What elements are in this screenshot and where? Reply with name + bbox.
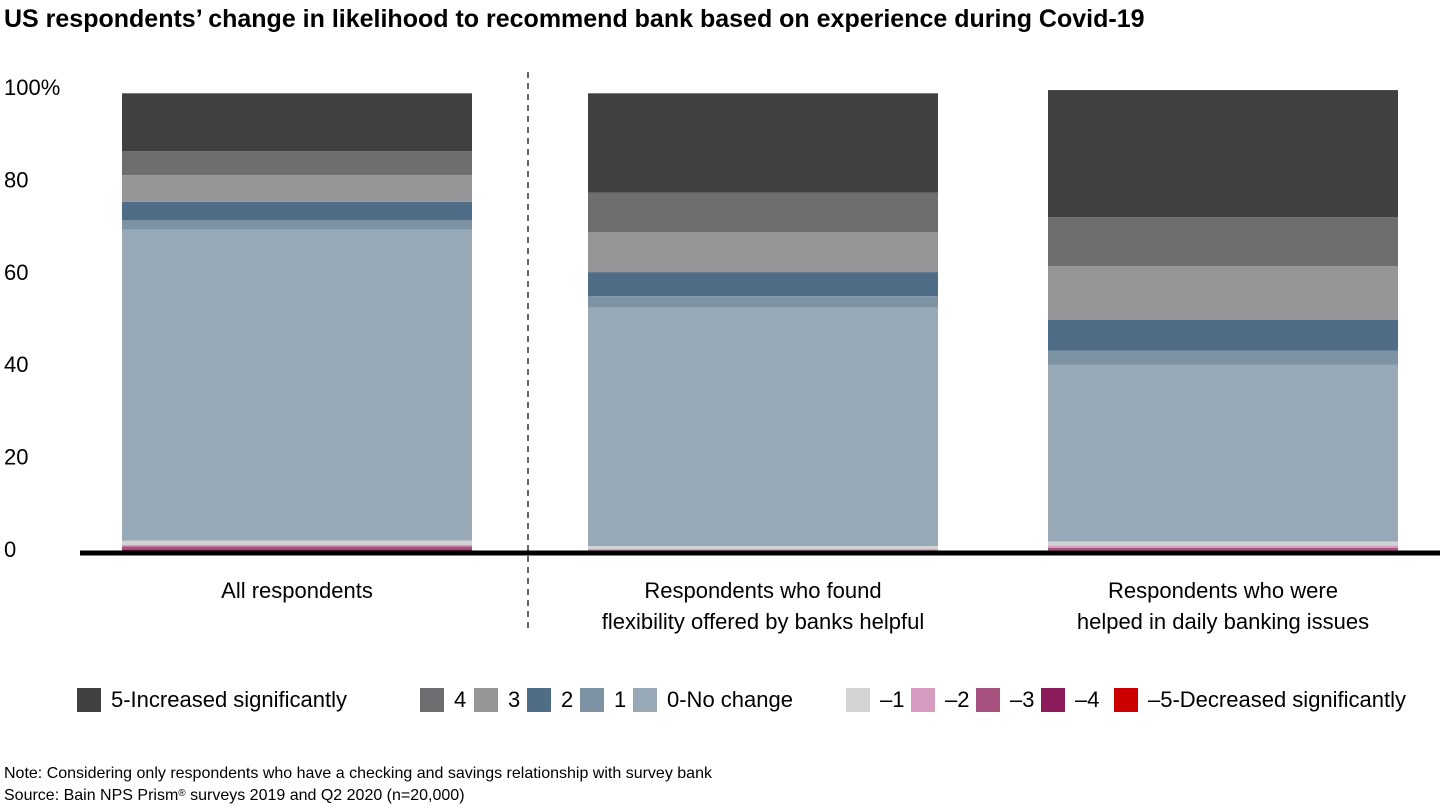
legend-label: –1 [880, 687, 905, 712]
bar-segment [588, 192, 938, 233]
bar-segment [588, 272, 938, 297]
legend-item: 2 [527, 684, 573, 716]
bar-segment [1048, 541, 1398, 546]
bar-segment [122, 544, 472, 547]
bars [122, 90, 1398, 553]
chart-title: US respondents’ change in likelihood to … [4, 5, 1145, 33]
legend-swatch [474, 688, 498, 712]
legend-label: –3 [1010, 687, 1035, 712]
bar-segment [122, 93, 472, 152]
category-label-line: All respondents [221, 578, 373, 603]
legend-swatch [527, 688, 551, 712]
legend-swatch [846, 688, 870, 712]
legend-label: 0-No change [667, 687, 793, 712]
bar-segment [122, 175, 472, 202]
bar-segment [1048, 350, 1398, 365]
category-label-line: Respondents who were [1108, 578, 1338, 603]
legend-item: –2 [911, 684, 969, 716]
bar-segment [588, 93, 938, 193]
bar-segment [588, 232, 938, 273]
legend-label: 2 [561, 687, 574, 712]
bar-segment [122, 540, 472, 545]
bar-segment [588, 548, 938, 551]
legend: 5-Increased significantly 4 3 2 1 0-No change… [0, 684, 1440, 716]
bar-segment [122, 229, 472, 541]
legend-swatch [77, 688, 101, 712]
bar-segment [1048, 547, 1398, 551]
registered-mark: ® [178, 788, 186, 799]
bar-stack [122, 93, 472, 553]
bar-segment [588, 546, 938, 549]
category-label: Respondents who were helped in daily bank… [1023, 575, 1423, 637]
y-tick-label: 60 [4, 260, 28, 285]
legend-label: 5-Increased significantly [111, 687, 348, 712]
legend-swatch [580, 688, 604, 712]
bar-segment [1048, 90, 1398, 218]
bar-segment [1048, 266, 1398, 320]
bar-segment [1048, 545, 1398, 548]
bar-stack [1048, 90, 1398, 553]
category-label: Respondents who found flexibility offered… [563, 575, 963, 637]
stacked-bar-chart: 0 20 40 60 80 100% [4, 72, 1440, 632]
category-label: All respondents [97, 575, 497, 606]
legend-item: –1 [846, 684, 904, 716]
legend-label: 4 [454, 687, 467, 712]
y-tick-label: 40 [4, 352, 28, 377]
y-tick-label: 100% [4, 75, 60, 100]
y-tick-label: 80 [4, 167, 28, 192]
legend-label: 1 [614, 687, 627, 712]
legend-swatch [633, 688, 657, 712]
legend-label: –5-Decreased significantly [1148, 687, 1407, 712]
y-axis: 0 20 40 60 80 100% [4, 75, 60, 562]
bar-segment [1048, 319, 1398, 351]
legend-item: –3 [976, 684, 1034, 716]
legend-item: –5-Decreased significantly [1114, 684, 1406, 716]
bar-segment [588, 307, 938, 547]
bar-segment [122, 201, 472, 221]
legend-item: 1 [580, 684, 626, 716]
category-label-line: flexibility offered by banks helpful [601, 609, 925, 634]
legend-label: –2 [945, 687, 970, 712]
legend-item: 5-Increased significantly [77, 684, 347, 716]
footnote-source: Source: Bain NPS Prism® surveys 2019 and… [4, 786, 465, 806]
y-tick-label: 20 [4, 445, 28, 470]
bar-segment [1048, 217, 1398, 267]
legend-label: –4 [1075, 687, 1100, 712]
category-label-line: helped in daily banking issues [1076, 609, 1370, 634]
bar-stack [588, 93, 938, 553]
legend-item: 4 [420, 684, 466, 716]
legend-item: 3 [474, 684, 520, 716]
legend-swatch [1114, 688, 1138, 712]
bar-segment [588, 296, 938, 308]
legend-swatch [976, 688, 1000, 712]
bar-segment [122, 549, 472, 552]
bar-segment [122, 220, 472, 230]
source-text-suffix: surveys 2019 and Q2 2020 (n=20,000) [185, 787, 465, 804]
legend-item: 0-No change [633, 684, 793, 716]
legend-swatch [911, 688, 935, 712]
bar-segment [122, 546, 472, 550]
y-tick-label: 0 [4, 537, 16, 562]
legend-item: –4 [1041, 684, 1099, 716]
bar-segment [1048, 364, 1398, 542]
legend-swatch [420, 688, 444, 712]
legend-swatch [1041, 688, 1065, 712]
footnote-note: Note: Considering only respondents who h… [4, 765, 712, 782]
legend-label: 3 [508, 687, 521, 712]
category-label-line: Respondents who found [644, 578, 882, 603]
bar-segment [122, 151, 472, 176]
source-text: Source: Bain NPS Prism [4, 787, 179, 804]
